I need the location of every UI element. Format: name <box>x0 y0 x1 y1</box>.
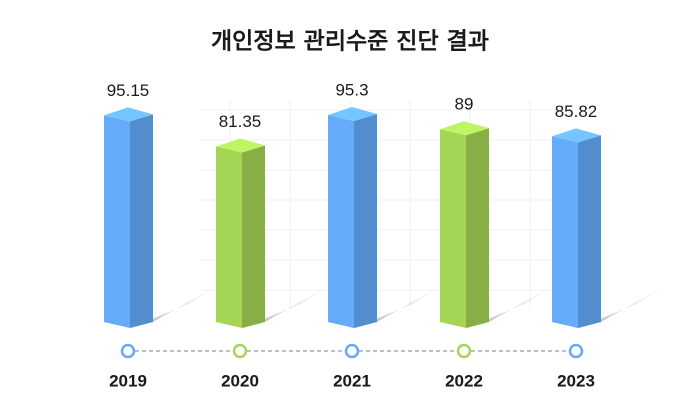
bar <box>440 121 489 328</box>
value-label: 85.82 <box>555 102 598 121</box>
bar <box>104 107 153 328</box>
bar-top <box>216 138 265 153</box>
bar <box>216 138 265 328</box>
bar-front <box>104 115 130 328</box>
value-label: 95.3 <box>335 80 368 99</box>
bar-side <box>130 114 153 328</box>
bar <box>328 107 377 328</box>
bar-side <box>466 128 489 328</box>
chart-title: 개인정보 관리수준 진단 결과 <box>211 29 489 55</box>
bar-top <box>104 107 153 122</box>
timeline-dot <box>120 343 136 359</box>
bar-side <box>242 145 265 328</box>
x-tick-label: 2019 <box>109 371 147 390</box>
bar-front <box>216 146 242 328</box>
x-tick-label: 2020 <box>221 371 259 390</box>
bar-front <box>440 129 466 328</box>
bar-top <box>440 121 489 136</box>
bar-front <box>328 115 354 328</box>
bar <box>552 128 601 328</box>
bar-side <box>354 114 377 328</box>
x-tick-label: 2023 <box>557 371 595 390</box>
timeline-dot <box>568 343 584 359</box>
timeline-dot <box>344 343 360 359</box>
bar-side <box>578 135 601 328</box>
value-label: 89 <box>455 95 474 114</box>
x-tick-label: 2022 <box>445 371 483 390</box>
timeline-dot <box>456 343 472 359</box>
value-label: 95.15 <box>107 81 150 100</box>
bar-front <box>552 136 578 328</box>
bar-top <box>328 107 377 121</box>
bar-top <box>552 128 601 143</box>
timeline-dot <box>232 343 248 359</box>
value-label: 81.35 <box>219 112 262 131</box>
x-tick-label: 2021 <box>333 371 371 390</box>
